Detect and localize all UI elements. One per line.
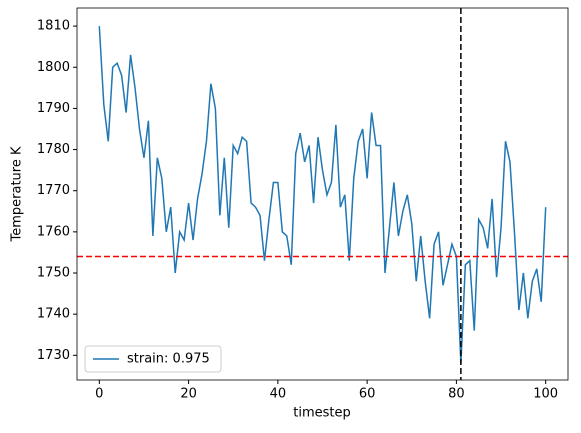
x-tick-label: 80 <box>448 387 465 402</box>
y-tick-label: 1790 <box>37 101 70 116</box>
y-axis-label: Temperature K <box>10 146 25 242</box>
x-tick-label: 100 <box>533 387 558 402</box>
data-line <box>98 26 547 364</box>
y-tick-label: 1810 <box>37 19 70 34</box>
legend-box <box>84 345 222 373</box>
x-tick-label: 60 <box>359 387 376 402</box>
y-tick-label: 1740 <box>37 307 70 322</box>
legend-label: strain: 0.975 <box>127 352 210 367</box>
y-tick-label: 1800 <box>37 60 70 75</box>
y-tick-label: 1750 <box>37 266 70 281</box>
y-tick-label: 1760 <box>37 224 70 239</box>
x-axis-label: timestep <box>293 406 351 421</box>
x-tick-label: 40 <box>270 387 287 402</box>
y-tick-label: 1770 <box>37 183 70 198</box>
plot-frame <box>76 7 569 381</box>
x-tick-label: 20 <box>180 387 197 402</box>
x-tick-label: 0 <box>95 387 103 402</box>
y-tick-label: 1730 <box>37 348 70 363</box>
y-tick-label: 1780 <box>37 142 70 157</box>
